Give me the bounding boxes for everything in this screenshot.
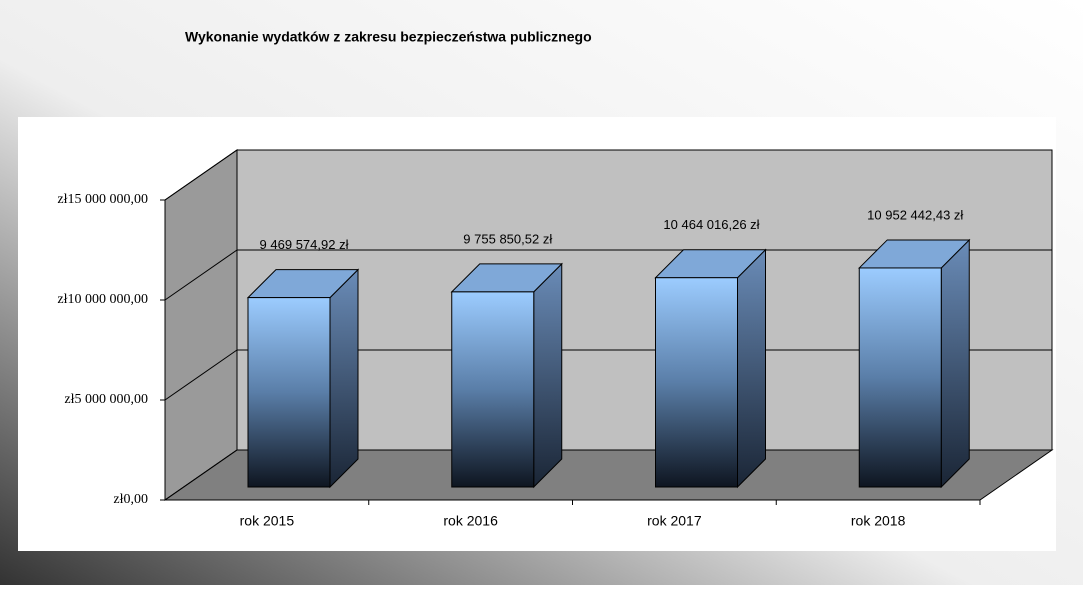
- bar: [247, 297, 331, 488]
- y-tick-label: zł0,00: [113, 492, 148, 507]
- bar-side: [533, 262, 563, 489]
- data-label: 10 464 016,26 zł: [663, 217, 759, 232]
- y-tick-label: zł5 000 000,00: [64, 392, 148, 407]
- y-tick-label: zł15 000 000,00: [57, 192, 148, 207]
- x-tick-label: rok 2018: [851, 513, 906, 529]
- grid-line: [164, 449, 238, 501]
- x-tick-label: rok 2015: [240, 513, 295, 529]
- bar-side: [737, 248, 766, 489]
- bar-side: [329, 268, 359, 489]
- bar-side: [940, 238, 970, 489]
- y-tick-label: zł10 000 000,00: [57, 292, 148, 307]
- grid-line: [164, 249, 238, 301]
- x-tick-label: rok 2016: [443, 513, 498, 529]
- side-wall: [164, 149, 238, 501]
- grid-line: [164, 349, 238, 401]
- bar: [451, 291, 535, 488]
- data-label: 9 469 574,92 zł: [260, 237, 349, 252]
- data-label: 10 952 442,43 zł: [867, 207, 963, 222]
- chart-title: Wykonanie wydatków z zakresu bezpieczeńs…: [185, 29, 592, 45]
- bar: [858, 267, 942, 488]
- data-label: 9 755 850,52 zł: [463, 231, 552, 246]
- bar: [655, 277, 738, 488]
- grid-line: [164, 149, 238, 201]
- x-tick-label: rok 2017: [647, 513, 702, 529]
